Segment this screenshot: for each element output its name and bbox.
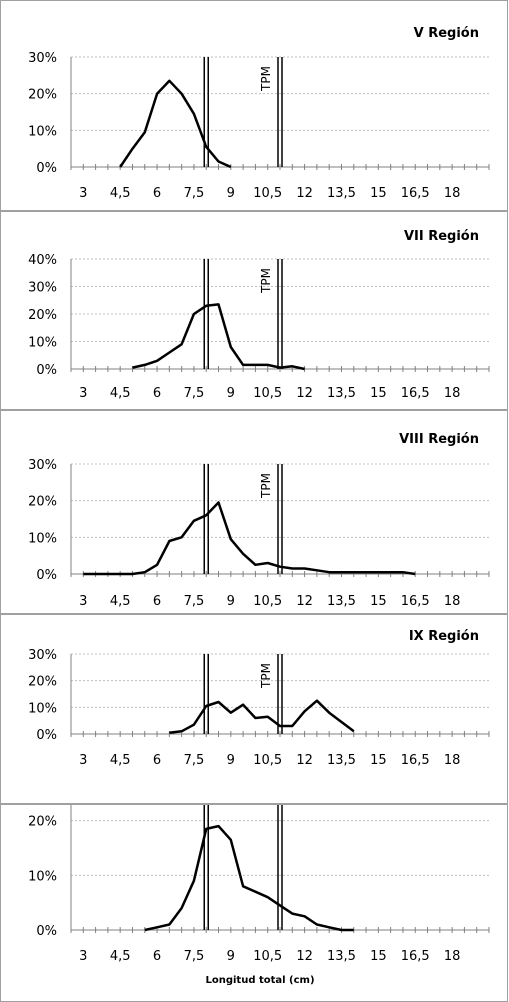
x-tick-label: 9 — [227, 386, 235, 401]
x-tick-label: 18 — [444, 186, 461, 201]
chart-xiv-region: 0%10%20%30%34,567,5910,51213,51516,518TP… — [28, 805, 490, 986]
x-tick-label: 15 — [370, 753, 387, 768]
series-line — [144, 824, 354, 932]
x-tick-label: 12 — [296, 594, 313, 609]
tpm-label: TPM — [259, 268, 273, 294]
chart-panel-vii: 0% 10% 20% 30% 40% 3 4,5 6 7,5 9 10,5 12 13,5 15 16,5 1… — [0, 211, 508, 410]
x-tick-label: 4,5 — [110, 386, 131, 401]
x-tick-label: 12 — [296, 949, 313, 964]
y-tick-label: 20% — [28, 495, 57, 510]
chart-ix-region: 0% 10% 20% 30% 3 4,5 6 7,5 9 10,5 12 13,5 15 16,5 18 TP… — [28, 629, 490, 768]
x-tick-label: 15 — [370, 594, 387, 609]
chart-v-region: 0% 10% 20% 30% 3 4,5 6 7,5 9 10,5 12 13,5 15 16,5 18 TP… — [28, 26, 490, 201]
x-tick-label: 3 — [79, 594, 87, 609]
x-tick-label: 4,5 — [110, 949, 131, 964]
y-tick-label: 30% — [28, 458, 57, 473]
chart-viii-region: 0% 10% 20% 30% 3 4,5 6 7,5 9 10,5 12 13,5 15 16,5 18 TP… — [28, 432, 490, 609]
x-tick-label: 12 — [296, 386, 313, 401]
y-tick-label: 10% — [28, 701, 57, 716]
y-tick-label: 30% — [28, 51, 57, 66]
chart-panel-v: 0% 10% 20% 30% 3 4,5 6 7,5 9 10,5 12 13,5 15 16,5 18 TP… — [0, 0, 508, 211]
x-tick-label: 13,5 — [327, 949, 356, 964]
x-tick-label: 13,5 — [327, 753, 356, 768]
y-tick-label: 0% — [36, 924, 57, 939]
tpm-label: TPM — [259, 663, 273, 689]
x-tick-label: 9 — [227, 753, 235, 768]
x-tick-label: 16,5 — [401, 386, 430, 401]
x-tick-label: 15 — [370, 386, 387, 401]
tpm-label: TPM — [259, 473, 273, 499]
x-tick-label: 4,5 — [110, 753, 131, 768]
y-tick-label: 10% — [28, 124, 57, 139]
x-tick-label: 10,5 — [253, 594, 282, 609]
x-tick-label: 18 — [444, 949, 461, 964]
series-line — [169, 699, 355, 734]
y-tick-label: 20% — [28, 675, 57, 690]
x-tick-label: 13,5 — [327, 186, 356, 201]
x-tick-label: 15 — [370, 186, 387, 201]
x-tick-label: 3 — [79, 386, 87, 401]
x-tick-label: 7,5 — [184, 949, 205, 964]
y-tick-label: 0% — [36, 728, 57, 743]
y-tick-label: 30% — [28, 648, 57, 663]
x-tick-label: 16,5 — [401, 949, 430, 964]
series-line — [132, 303, 305, 371]
x-tick-label: 3 — [79, 753, 87, 768]
y-tick-label: 10% — [28, 336, 57, 351]
y-tick-label: 10% — [28, 531, 57, 546]
series-line — [83, 501, 416, 576]
x-tick-label: 6 — [153, 594, 161, 609]
chart-title: V Región — [414, 26, 479, 41]
x-tick-label: 7,5 — [184, 753, 205, 768]
x-tick-label: 9 — [227, 949, 235, 964]
x-tick-label: 16,5 — [401, 186, 430, 201]
x-tick-label: 13,5 — [327, 386, 356, 401]
x-tick-label: 13,5 — [327, 594, 356, 609]
x-tick-label: 4,5 — [110, 186, 131, 201]
x-tick-label: 10,5 — [253, 753, 282, 768]
y-tick-label: 30% — [28, 281, 57, 296]
x-tick-label: 16,5 — [401, 753, 430, 768]
chart-title: IX Región — [409, 629, 479, 644]
x-tick-label: 18 — [444, 386, 461, 401]
x-axis-title: Longitud total (cm) — [205, 975, 314, 986]
x-tick-label: 15 — [370, 949, 387, 964]
x-tick-label: 6 — [153, 753, 161, 768]
y-tick-label: 40% — [28, 253, 57, 268]
x-tick-label: 6 — [153, 186, 161, 201]
tpm-label: TPM — [259, 66, 273, 92]
y-tick-label: 20% — [28, 88, 57, 103]
x-tick-label: 7,5 — [184, 386, 205, 401]
y-tick-label: 10% — [28, 869, 57, 884]
x-tick-label: 10,5 — [253, 949, 282, 964]
y-tick-label: 0% — [36, 363, 57, 378]
chart-title: VIII Región — [399, 432, 479, 447]
x-tick-label: 3 — [79, 949, 87, 964]
y-tick-label: 20% — [28, 815, 57, 830]
x-tick-label: 12 — [296, 186, 313, 201]
chart-title: VII Región — [404, 229, 479, 244]
x-tick-label: 10,5 — [253, 386, 282, 401]
x-tick-label: 16,5 — [401, 594, 430, 609]
x-tick-label: 10,5 — [253, 186, 282, 201]
chart-panel-xiv: 0%10%20%30%34,567,5910,51213,51516,518TP… — [0, 804, 508, 1002]
y-tick-label: 0% — [36, 568, 57, 583]
x-tick-label: 12 — [296, 753, 313, 768]
series-line — [119, 79, 232, 169]
y-tick-label: 20% — [28, 308, 57, 323]
x-tick-label: 6 — [153, 386, 161, 401]
x-tick-label: 3 — [79, 186, 87, 201]
x-tick-label: 7,5 — [184, 186, 205, 201]
x-tick-label: 18 — [444, 594, 461, 609]
x-tick-label: 18 — [444, 753, 461, 768]
x-tick-label: 9 — [227, 594, 235, 609]
x-tick-label: 6 — [153, 949, 161, 964]
x-tick-label: 9 — [227, 186, 235, 201]
x-tick-label: 7,5 — [184, 594, 205, 609]
chart-vii-region: 0% 10% 20% 30% 40% 3 4,5 6 7,5 9 10,5 12 13,5 15 16,5 1… — [28, 229, 490, 401]
chart-panel-ix: 0% 10% 20% 30% 3 4,5 6 7,5 9 10,5 12 13,5 15 16,5 18 TP… — [0, 614, 508, 804]
y-tick-label: 0% — [36, 161, 57, 176]
chart-panel-viii: 0% 10% 20% 30% 3 4,5 6 7,5 9 10,5 12 13,5 15 16,5 18 TP… — [0, 410, 508, 614]
x-tick-label: 4,5 — [110, 594, 131, 609]
